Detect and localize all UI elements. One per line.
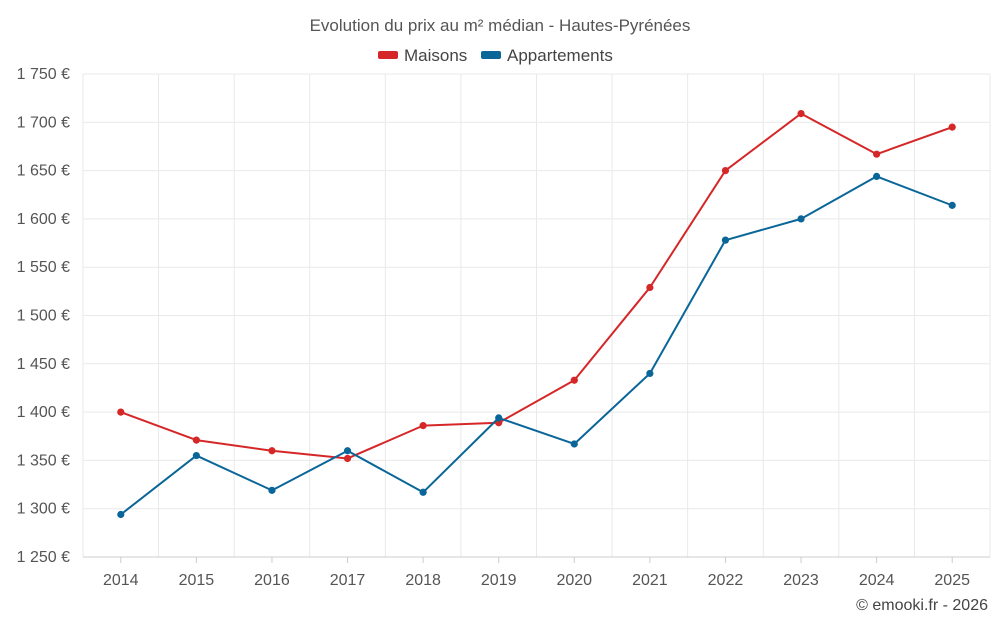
data-point[interactable] xyxy=(797,215,805,223)
data-point[interactable] xyxy=(117,510,125,519)
data-point[interactable] xyxy=(948,201,956,209)
x-tick-label: 2019 xyxy=(481,572,517,589)
data-point[interactable] xyxy=(419,422,427,430)
data-point[interactable] xyxy=(192,436,200,444)
data-point[interactable] xyxy=(721,236,730,244)
x-tick-label: 2016 xyxy=(254,572,290,589)
data-point[interactable] xyxy=(343,447,352,455)
credit-text: © emooki.fr - 2026 xyxy=(856,597,988,614)
series-line xyxy=(120,175,953,516)
y-tick-label: 1 350 € xyxy=(17,452,70,469)
y-tick-label: 1 650 € xyxy=(17,163,70,180)
legend-item-appartements[interactable]: Appartements xyxy=(481,46,613,65)
x-tick-label: 2018 xyxy=(405,572,441,589)
axes: 1 250 € 1 300 € 1 350 € 1 400 € 1 450 € 1 500… xyxy=(17,66,990,589)
data-point[interactable] xyxy=(268,447,276,455)
x-tick-label: 2023 xyxy=(783,572,819,589)
legend-item-maisons[interactable]: Maisons xyxy=(378,46,467,65)
data-point[interactable] xyxy=(873,172,881,180)
data-point[interactable] xyxy=(797,110,805,118)
data-point[interactable] xyxy=(495,414,503,422)
y-tick-label: 1 700 € xyxy=(17,114,70,131)
y-tick-label: 1 300 € xyxy=(17,501,70,518)
y-tick-label: 1 550 € xyxy=(17,259,70,276)
y-tick-label: 1 400 € xyxy=(17,404,70,421)
legend-swatch xyxy=(481,51,501,59)
series-line xyxy=(120,112,953,460)
x-tick-label: 2021 xyxy=(632,572,668,589)
x-tick-label: 2025 xyxy=(934,572,970,589)
chart-title: Evolution du prix au m² médian - Hautes-… xyxy=(310,16,691,35)
data-point[interactable] xyxy=(192,451,200,460)
y-tick-label: 1 500 € xyxy=(17,308,70,325)
y-tick-label: 1 600 € xyxy=(17,211,70,228)
data-point[interactable] xyxy=(268,486,276,494)
legend[interactable]: Maisons Appartements xyxy=(378,46,613,65)
y-tick-label: 1 750 € xyxy=(17,66,70,83)
data-point[interactable] xyxy=(646,369,654,378)
y-tick-label: 1 250 € xyxy=(17,549,70,566)
data-point[interactable] xyxy=(873,150,881,158)
x-tick-label: 2020 xyxy=(556,572,592,589)
x-tick-label: 2017 xyxy=(330,572,366,589)
data-point[interactable] xyxy=(646,283,654,292)
data-point[interactable] xyxy=(419,488,427,496)
data-point[interactable] xyxy=(570,440,578,448)
legend-label: Maisons xyxy=(404,46,467,65)
x-tick-label: 2015 xyxy=(179,572,215,589)
data-point[interactable] xyxy=(117,408,125,416)
data-point[interactable] xyxy=(570,376,578,384)
x-tick-label: 2014 xyxy=(103,572,139,589)
legend-swatch xyxy=(378,51,398,59)
legend-label: Appartements xyxy=(507,46,613,65)
data-point[interactable] xyxy=(721,167,730,175)
x-tick-label: 2022 xyxy=(708,572,744,589)
series-appartements xyxy=(117,172,956,519)
series-group xyxy=(117,110,956,519)
grid-lines xyxy=(82,73,991,557)
y-tick-label: 1 450 € xyxy=(17,356,70,373)
series-maisons xyxy=(117,110,956,463)
data-point[interactable] xyxy=(948,123,956,131)
data-point[interactable] xyxy=(343,454,352,463)
x-tick-label: 2024 xyxy=(859,572,895,589)
